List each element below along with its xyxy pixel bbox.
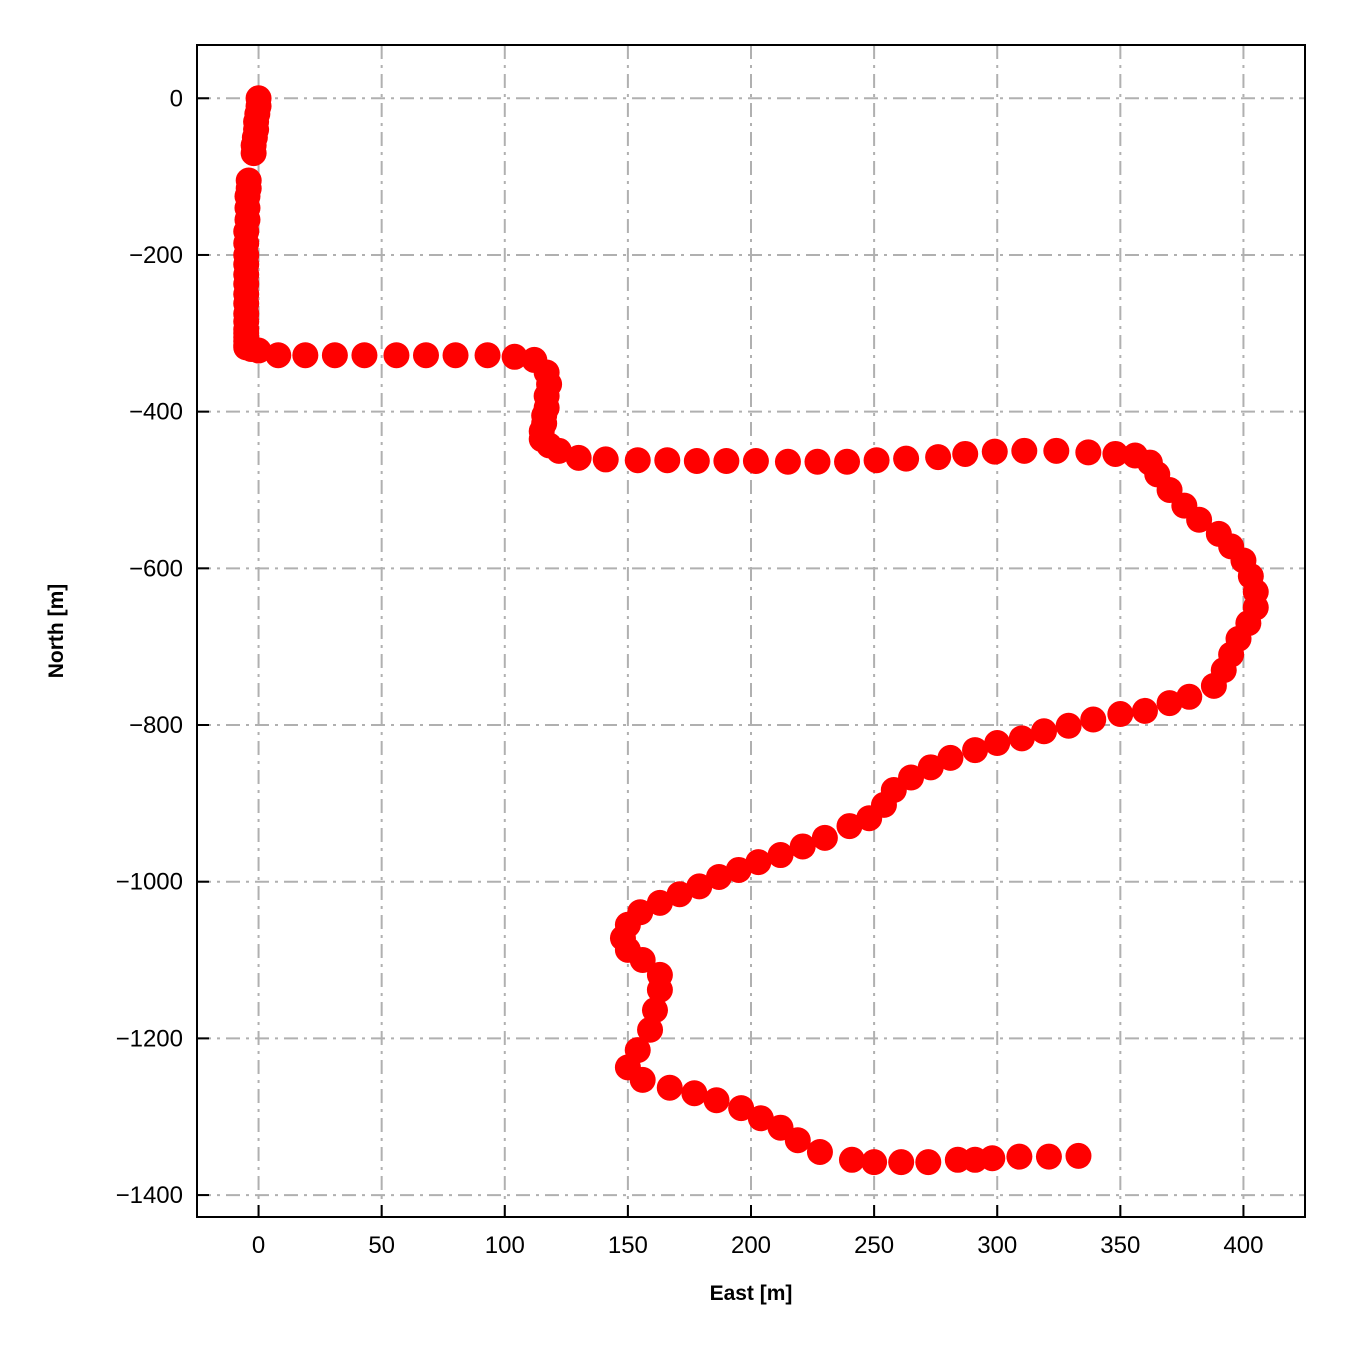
x-tick-label: 250 [854, 1232, 894, 1259]
axis-ticks: 0 50 100 150 200 250 300 350 400 0 −200 −400 −600 −80… [116, 85, 1264, 1259]
trajectory-point [834, 448, 861, 475]
trajectory-point [646, 976, 673, 1003]
trajectory-point [592, 446, 619, 473]
x-axis-label: East [m] [710, 1282, 793, 1305]
trajectory-point [937, 744, 964, 771]
trajectory-point [686, 873, 713, 900]
trajectory-point [1200, 672, 1227, 699]
trajectory-point [888, 1149, 915, 1176]
trajectory-point [1011, 437, 1038, 464]
trajectory-point [1006, 1143, 1033, 1170]
trajectory-point [265, 342, 292, 369]
trajectory-point [981, 438, 1008, 465]
trajectory-point [962, 737, 989, 764]
trajectory-point [1055, 712, 1082, 739]
trajectory-point [893, 445, 920, 472]
trajectory-point [742, 447, 769, 474]
trajectory-point [745, 849, 772, 876]
trajectory-point [654, 447, 681, 474]
trajectory-point [474, 342, 501, 369]
trajectory-point [725, 856, 752, 883]
y-tick-label: −800 [129, 712, 183, 739]
trajectory-point [412, 342, 439, 369]
trajectory-point [1080, 706, 1107, 733]
trajectory-point [240, 140, 267, 167]
trajectory-point [925, 444, 952, 471]
x-tick-label: 150 [608, 1232, 648, 1259]
trajectory-point [666, 881, 693, 908]
trajectory-point [565, 444, 592, 471]
trajectory-point [1065, 1142, 1092, 1169]
trajectory-point [789, 833, 816, 860]
trajectory-point [984, 730, 1011, 757]
trajectory-point [245, 337, 272, 364]
grid-lines [197, 45, 1305, 1217]
y-tick-label: −400 [129, 399, 183, 426]
trajectory-point [641, 997, 668, 1024]
trajectory-point [321, 342, 348, 369]
x-tick-label: 100 [485, 1232, 525, 1259]
x-tick-label: 50 [368, 1232, 395, 1259]
trajectory-point [683, 447, 710, 474]
trajectory-point [1176, 683, 1203, 710]
trajectory-point [806, 1138, 833, 1165]
trajectory-point [1131, 697, 1158, 724]
trajectory-point [774, 448, 801, 475]
trajectory-point [1156, 690, 1183, 717]
trajectory-point [784, 1127, 811, 1154]
y-tick-label: −1000 [116, 869, 183, 896]
trajectory-point [811, 824, 838, 851]
trajectory-point [545, 437, 572, 464]
y-axis-label: North [m] [45, 584, 68, 678]
trajectory-points [233, 85, 1269, 1176]
trajectory-point [952, 440, 979, 467]
trajectory-point [1075, 439, 1102, 466]
x-tick-label: 0 [252, 1232, 265, 1259]
trajectory-point [624, 447, 651, 474]
y-tick-label: −1200 [116, 1025, 183, 1052]
trajectory-point [747, 1105, 774, 1132]
trajectory-point [351, 342, 378, 369]
trajectory-point [1035, 1143, 1062, 1170]
trajectory-point [629, 1066, 656, 1093]
trajectory-point [713, 447, 740, 474]
trajectory-point [442, 342, 469, 369]
trajectory-point [1186, 506, 1213, 533]
y-tick-label: −600 [129, 555, 183, 582]
trajectory-point [915, 1149, 942, 1176]
trajectory-point [836, 813, 863, 840]
trajectory-point [629, 947, 656, 974]
trajectory-point [1031, 718, 1058, 745]
x-tick-label: 200 [731, 1232, 771, 1259]
trajectory-point [917, 754, 944, 781]
trajectory-point [1107, 701, 1134, 728]
trajectory-point [979, 1145, 1006, 1172]
trajectory-point [292, 342, 319, 369]
trajectory-point [767, 842, 794, 869]
trajectory-point [728, 1095, 755, 1122]
trajectory-point [383, 342, 410, 369]
x-tick-label: 300 [977, 1232, 1017, 1259]
trajectory-point [804, 448, 831, 475]
trajectory-point [656, 1074, 683, 1101]
trajectory-point [637, 1016, 664, 1043]
trajectory-point [681, 1080, 708, 1107]
trajectory-point [1008, 725, 1035, 752]
x-tick-label: 400 [1223, 1232, 1263, 1259]
trajectory-point [1043, 437, 1070, 464]
trajectory-point [646, 889, 673, 916]
trajectory-point [703, 1087, 730, 1114]
trajectory-point [1102, 440, 1129, 467]
trajectory-point [861, 1149, 888, 1176]
y-tick-label: −200 [129, 242, 183, 269]
trajectory-point [856, 805, 883, 832]
trajectory-point [705, 863, 732, 890]
x-tick-label: 350 [1100, 1232, 1140, 1259]
trajectory-point [838, 1146, 865, 1173]
y-tick-label: −1400 [116, 1182, 183, 1209]
y-tick-label: 0 [170, 85, 183, 112]
trajectory-point [501, 343, 528, 370]
trajectory-point [863, 447, 890, 474]
